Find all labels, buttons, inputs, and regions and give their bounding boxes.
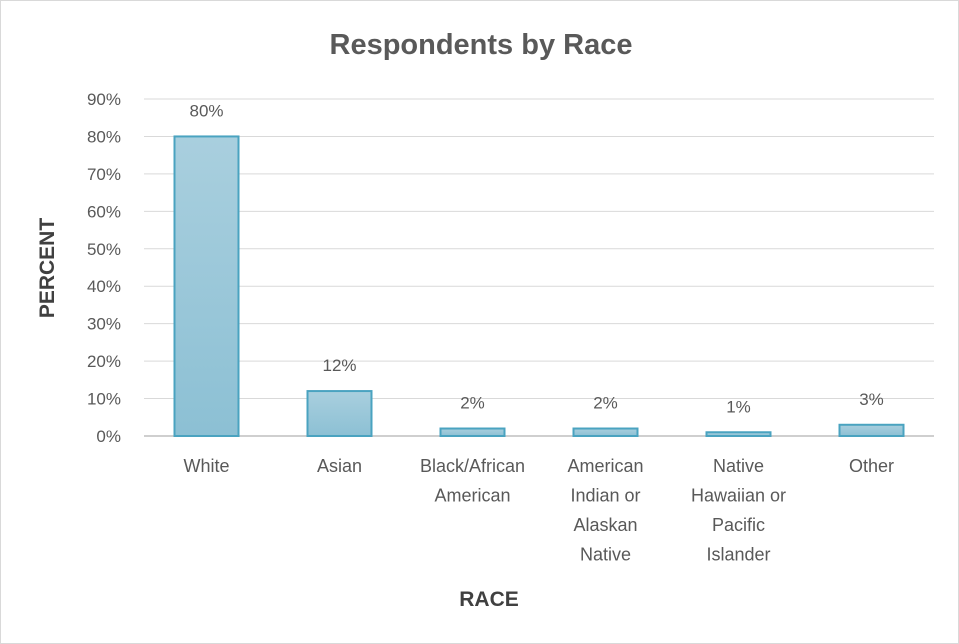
- y-tick-label: 50%: [87, 240, 121, 259]
- y-tick-label: 40%: [87, 277, 121, 296]
- y-tick-label: 10%: [87, 390, 121, 409]
- category-label: Native Hawaiian or Pacific Islander: [691, 456, 786, 565]
- bar: [306, 390, 373, 438]
- y-tick-label: 90%: [87, 90, 121, 109]
- bar: [705, 431, 772, 437]
- category-label: American Indian or Alaskan Native: [567, 456, 643, 565]
- bar: [572, 427, 639, 437]
- data-labels: 80% 12% 2% 2% 1% 3%: [189, 101, 883, 416]
- category-label: Black/African American: [420, 456, 525, 506]
- chart-title: Respondents by Race: [330, 29, 633, 61]
- category-label: White: [183, 456, 229, 476]
- y-axis-title: PERCENT: [36, 218, 59, 319]
- category-labels: White Asian Black/African American American I…: [183, 456, 894, 565]
- y-axis-ticks: 0% 10% 20% 30% 40% 50% 60% 70% 80% 90%: [87, 90, 121, 446]
- category-label: Asian: [317, 456, 362, 476]
- y-tick-label: 80%: [87, 127, 121, 146]
- y-tick-label: 20%: [87, 352, 121, 371]
- gridlines: [144, 98, 934, 437]
- data-label: 1%: [726, 397, 751, 416]
- data-label: 12%: [322, 356, 356, 375]
- y-tick-label: 0%: [96, 427, 121, 446]
- data-label: 80%: [189, 101, 223, 120]
- y-tick-label: 60%: [87, 202, 121, 221]
- data-label: 2%: [460, 394, 485, 413]
- bars: [173, 135, 905, 438]
- data-label: 2%: [593, 394, 618, 413]
- x-axis-title: RACE: [459, 588, 519, 611]
- bar: [838, 423, 905, 437]
- data-label: 3%: [859, 390, 884, 409]
- bar: [439, 427, 506, 437]
- y-tick-label: 30%: [87, 315, 121, 334]
- bar: [173, 135, 240, 437]
- category-label: Other: [849, 456, 894, 476]
- y-tick-label: 70%: [87, 165, 121, 184]
